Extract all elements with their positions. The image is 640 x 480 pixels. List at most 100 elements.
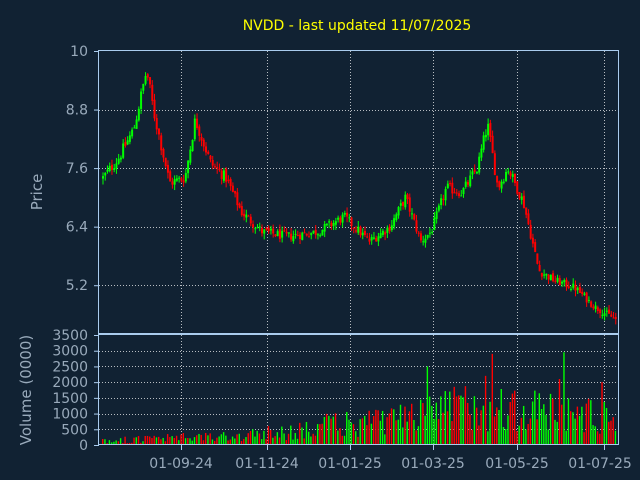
candle-body (370, 237, 373, 241)
price-plot-frame (98, 50, 619, 334)
candle-body (534, 242, 537, 252)
candle-body (126, 140, 129, 145)
candle-body (213, 166, 216, 168)
candle-body (449, 183, 452, 185)
volume-bar (359, 419, 361, 445)
volume-bar (274, 436, 276, 445)
volume-bar (460, 395, 462, 445)
candle-body (229, 179, 232, 187)
candle-body (576, 287, 579, 291)
volume-bar (594, 426, 597, 445)
candle-body (408, 197, 411, 212)
candle-body (552, 273, 555, 282)
candle-body (384, 232, 387, 235)
x-tick-label: 01-07-25 (568, 456, 632, 472)
volume-bar (166, 434, 169, 445)
candle-body (565, 279, 568, 288)
volume-bar (547, 429, 549, 445)
candle-body (587, 299, 590, 301)
volume-bar (599, 433, 601, 445)
candle-body (460, 195, 463, 197)
volume-bar (552, 398, 554, 445)
volume-bar (404, 406, 406, 445)
candle-body (498, 181, 501, 188)
x-tick-label: 01-01-25 (318, 456, 382, 472)
candle-body (184, 173, 187, 182)
x-tick-label: 01-09-24 (149, 456, 213, 472)
volume-axis-label: Volume (0000) (17, 335, 35, 445)
volume-bar (260, 439, 263, 445)
volume-bar (189, 438, 191, 445)
candle-body (341, 214, 344, 223)
volume-bar (514, 390, 516, 445)
volume-bar (569, 411, 572, 445)
candle-body (475, 171, 478, 174)
candle-body (451, 182, 454, 194)
volume-bar (435, 402, 438, 445)
candle-body (426, 234, 429, 238)
candle-body (272, 228, 275, 234)
candle-body (140, 91, 143, 109)
candle-body (339, 217, 342, 223)
volume-tick-label: 3000 (52, 344, 88, 360)
volume-bar (402, 427, 404, 445)
candle-body (397, 207, 400, 216)
volume-bar (205, 432, 207, 445)
candle-body (202, 139, 205, 147)
volume-bar (310, 436, 312, 445)
candle-body (608, 309, 611, 314)
candle-body (265, 228, 268, 230)
candle-body (413, 214, 416, 220)
volume-tick-label: 1000 (52, 407, 88, 423)
volume-bar (610, 420, 612, 445)
volume-bar (462, 397, 464, 445)
volume-bar (379, 420, 382, 445)
candle-body (538, 264, 541, 272)
candle-body (590, 301, 593, 307)
volume-bar (411, 403, 413, 445)
candle-body (115, 163, 118, 169)
volume-bar (348, 419, 350, 445)
candle-body (529, 224, 532, 239)
volume-bar (308, 431, 310, 445)
candle-body (411, 213, 413, 215)
candle-body (381, 230, 384, 235)
candle-body (231, 185, 234, 192)
volume-bar (252, 429, 254, 445)
volume-bar (243, 438, 245, 445)
candle-body (435, 211, 438, 219)
volume-bar (426, 366, 429, 445)
volume-bar (558, 379, 561, 445)
volume-bar (531, 401, 534, 445)
volume-bar (184, 438, 187, 445)
candle-body (377, 236, 380, 242)
volume-bar (386, 417, 388, 445)
volume-bar (507, 415, 509, 445)
volume-bar (316, 424, 319, 445)
volume-bar (254, 436, 256, 445)
volume-bar (529, 418, 532, 445)
volume-tick-label: 0 (79, 438, 88, 454)
volume-bar (258, 433, 261, 445)
candle-body (355, 230, 358, 232)
volume-bar (160, 439, 162, 445)
candle-body (234, 190, 237, 194)
candle-body (314, 229, 317, 235)
volume-bar (458, 395, 460, 445)
candle-body (388, 226, 391, 232)
candle-body (153, 99, 156, 119)
candle-body (502, 181, 505, 183)
volume-bar (225, 435, 227, 445)
candle-body (247, 215, 250, 217)
candle-body (209, 155, 212, 160)
volume-bar (227, 440, 229, 445)
candle-body (614, 317, 617, 319)
volume-bar (337, 430, 339, 445)
candle-body (328, 221, 331, 223)
candle-body (578, 286, 581, 293)
candle-body (489, 122, 492, 137)
candle-body (592, 306, 595, 309)
volume-bar (372, 416, 375, 445)
volume-bar (175, 435, 178, 445)
volume-bar (563, 352, 565, 445)
